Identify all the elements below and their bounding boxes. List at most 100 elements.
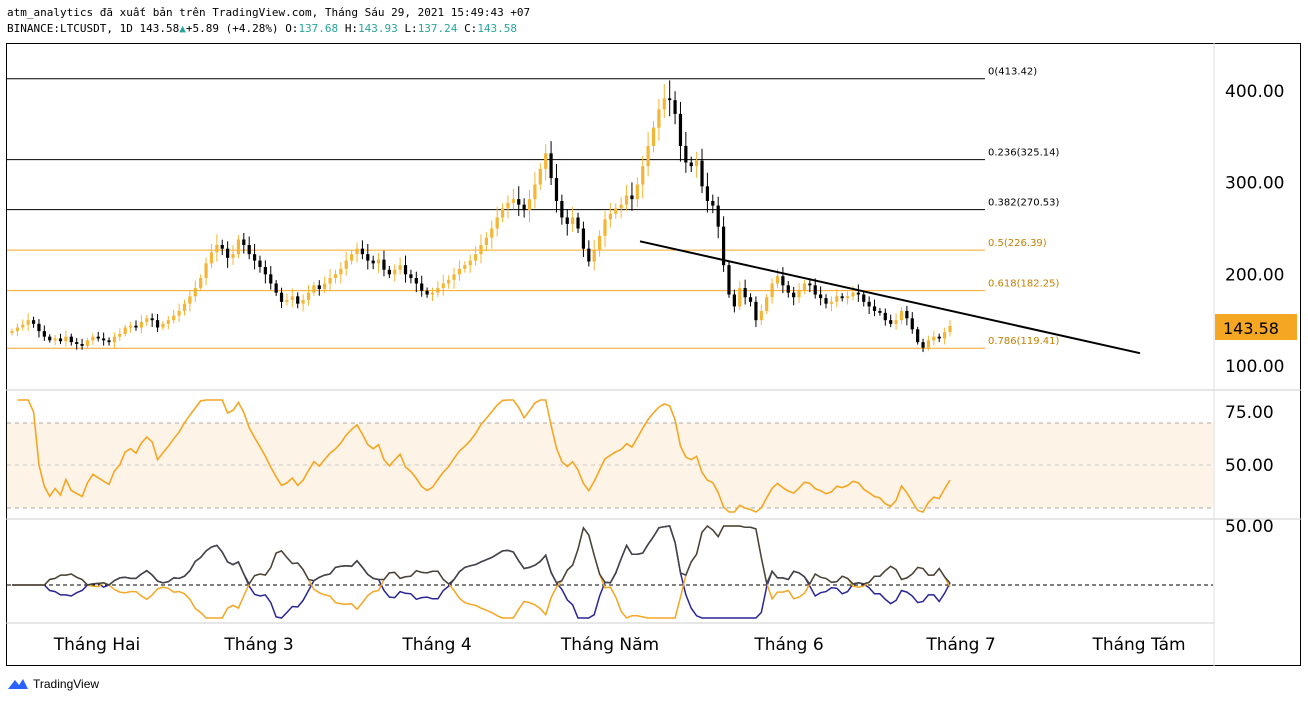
candle-body <box>732 294 736 307</box>
candle-body <box>350 254 354 261</box>
up-arrow-icon: ▲ <box>179 22 186 35</box>
symbol: BINANCE:LTCUSDT, 1D <box>7 22 133 35</box>
candle-body <box>376 259 381 264</box>
candle-body <box>42 331 46 337</box>
candle-body <box>921 342 925 348</box>
candle-body <box>387 269 391 275</box>
candle-body <box>118 333 122 337</box>
time-tick: Tháng Năm <box>560 635 659 655</box>
rsi-series <box>17 399 951 513</box>
last-price-badge-text: 143.58 <box>1223 319 1279 338</box>
candle-body <box>743 288 747 298</box>
candle-body <box>409 274 413 278</box>
candle-body <box>926 340 931 348</box>
low-value: 137.24 <box>417 22 458 35</box>
candle-body <box>845 296 850 299</box>
candle-body <box>614 208 618 214</box>
candle-body <box>506 202 510 209</box>
candle-body <box>576 217 580 229</box>
candle-body <box>128 325 133 328</box>
candle-body <box>398 265 402 270</box>
candle-body <box>883 312 887 321</box>
ohlc-line: BINANCE:LTCUSDT, 1D 143.58▲+5.89 (+4.28%… <box>7 22 518 35</box>
candle-body <box>910 318 914 330</box>
fib-label: 0(413.42) <box>988 67 1037 78</box>
candle-body <box>668 98 672 101</box>
candle-body <box>641 166 645 185</box>
candle-body <box>711 201 715 206</box>
candle-body <box>339 268 343 275</box>
candle-body <box>226 248 230 258</box>
candle-body <box>754 301 758 321</box>
candle-body <box>716 205 720 227</box>
price-tick: 200.00 <box>1225 265 1284 285</box>
candle-body <box>484 237 488 245</box>
candle-body <box>937 336 941 339</box>
candle-body <box>894 320 898 324</box>
candle-body <box>393 269 397 275</box>
candles <box>10 80 952 353</box>
candle-body <box>102 338 106 341</box>
candle-body <box>344 260 348 269</box>
candle-body <box>786 285 790 293</box>
candle-body <box>916 329 920 343</box>
candle-body <box>905 311 909 319</box>
candle-body <box>748 297 753 302</box>
candle-body <box>155 320 160 328</box>
candle-body <box>64 336 68 342</box>
fib-label: 0.236(325.14) <box>988 148 1060 159</box>
candle-body <box>662 98 666 110</box>
candle-body <box>603 219 607 236</box>
candle-body <box>382 259 386 270</box>
candle-body <box>765 297 769 311</box>
candle-body <box>290 296 294 300</box>
candle-body <box>91 336 95 341</box>
candle-body <box>231 254 235 258</box>
chart-frame <box>6 43 1301 666</box>
tradingview-brand: TradingView <box>33 677 100 691</box>
candle-body <box>695 160 699 167</box>
candle-body <box>474 254 478 261</box>
candle-body <box>209 252 214 264</box>
candle-body <box>145 318 149 322</box>
trendline[interactable] <box>639 240 1141 355</box>
indicator-line <box>12 524 951 619</box>
rsi-tick: 75.00 <box>1225 403 1274 423</box>
candle-body <box>85 340 90 346</box>
candle-body <box>463 265 467 269</box>
candle-body <box>829 301 834 304</box>
candle-body <box>835 296 839 302</box>
candle-body <box>500 208 505 218</box>
candle-body <box>53 338 57 341</box>
candle-body <box>10 331 14 333</box>
candle-body <box>242 239 246 245</box>
candle-body <box>581 228 586 249</box>
open-value: 137.68 <box>298 22 339 35</box>
candle-body <box>490 228 494 238</box>
candle-body <box>134 325 138 328</box>
candle-body <box>495 217 499 229</box>
candle-body <box>247 245 251 255</box>
candle-body <box>355 248 359 255</box>
candle-body <box>215 245 219 253</box>
fib-label: 0.786(119.41) <box>988 336 1060 347</box>
candle-body <box>279 292 284 302</box>
candle-body <box>597 235 602 251</box>
candle-body <box>48 336 52 341</box>
candle-body <box>312 285 316 293</box>
candle-body <box>301 300 305 304</box>
candle-body <box>560 201 564 218</box>
candle-body <box>808 283 812 286</box>
candle-body <box>608 213 612 220</box>
axes: 400.00 300.00 200.00 100.00 75.00 50.00 50.00 T… <box>53 82 1285 655</box>
trendline-line[interactable] <box>639 240 1141 355</box>
candle-body <box>781 276 785 286</box>
candle-body <box>721 226 726 266</box>
candle-body <box>199 278 203 289</box>
tradingview-logo[interactable]: TradingView <box>7 677 99 691</box>
fib-label: 0.382(270.53) <box>988 198 1060 209</box>
candle-body <box>889 320 893 324</box>
candle-body <box>587 248 591 262</box>
candle-body <box>371 260 375 264</box>
